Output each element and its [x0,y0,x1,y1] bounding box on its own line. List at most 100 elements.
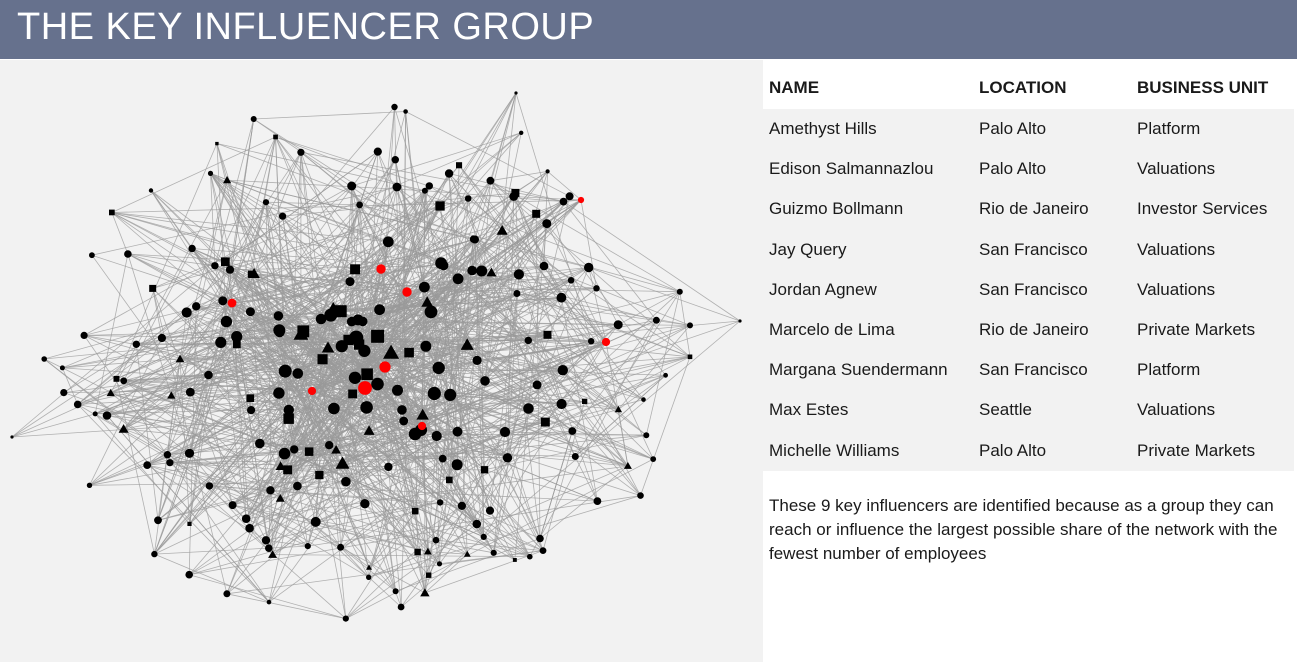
network-edge [220,342,418,553]
network-edge [154,485,298,555]
employee-node [392,588,399,595]
network-edge [351,185,427,347]
network-edge [484,469,598,502]
employee-node [205,482,214,490]
employee-node [356,201,363,209]
network-edge [179,302,233,360]
network-edge [396,186,562,405]
network-edge [364,387,619,410]
network-edge [640,356,691,496]
network-edge [89,425,423,486]
cell-business-unit: Private Markets [1131,309,1294,351]
employee-node [292,368,304,379]
network-edge [368,464,458,568]
employee-node [325,441,334,450]
network-edge [227,179,425,192]
network-edge [457,431,491,511]
network-edge [359,204,366,389]
network-edge [354,268,573,432]
employee-node [218,296,228,306]
network-edge [284,239,476,454]
network-edge [220,342,261,444]
column-header-name: NAME [763,67,973,109]
cell-location: San Francisco [973,229,1131,270]
network-edge [377,383,423,427]
network-edge [236,343,386,368]
network-edge [507,196,570,458]
employee-node [10,435,14,439]
employee-node [643,432,650,439]
network-edge [352,199,582,395]
network-edge [161,268,382,339]
network-edge [491,201,564,273]
employee-node [354,339,365,350]
employee-node [565,192,574,201]
employee-node [262,199,270,206]
network-edge [154,545,308,555]
network-edge [430,311,544,551]
network-edge [448,173,607,343]
network-edge [135,344,159,521]
network-graph [10,91,742,622]
cell-location: Rio de Janeiro [973,309,1131,351]
network-edge [111,199,582,213]
network-edge [439,205,485,537]
employee-node [532,209,541,218]
network-edge [490,92,517,181]
employee-node [421,296,434,307]
employee-node [404,347,414,358]
network-edge [384,291,680,368]
network-edge [123,302,233,430]
network-edge [442,341,607,459]
network-edge [272,554,530,558]
network-edge [424,286,619,410]
employee-node [641,397,646,402]
table-row: Jordan Agnew San Francisco Valuations [763,269,1294,310]
network-edge [354,204,360,270]
network-edge [167,454,530,558]
employee-node [527,553,533,560]
table-row: Michelle Williams Palo Alto Private Mark… [763,430,1294,471]
employee-node [331,445,341,454]
employee-node [456,162,463,169]
employee-node [452,426,463,437]
employee-node [427,386,441,401]
cell-location: Rio de Janeiro [973,189,1131,230]
network-edge [127,253,408,293]
cell-business-unit: Platform [1131,109,1294,150]
network-edge [448,173,576,457]
network-edge [345,523,478,619]
network-edge [449,173,564,202]
network-edge [481,270,592,342]
network-edge [484,341,607,382]
employee-node [513,290,521,297]
network-edge [116,378,423,427]
network-edge [605,341,629,467]
network-edge [11,337,163,438]
network-edge [62,367,366,389]
network-edge [539,430,573,539]
network-edge [91,254,191,393]
employee-node [279,212,287,220]
network-edge [11,418,289,438]
employee-node [254,438,265,449]
employee-node [223,176,232,184]
network-edge [210,173,410,353]
network-edge [116,268,382,380]
cell-name: Guizmo Bollmann [763,189,973,230]
table-row: Max Estes Seattle Valuations [763,390,1294,431]
network-edge [116,143,218,380]
employee-node [480,376,490,386]
employee-node [347,181,357,191]
network-edge [377,151,440,369]
employee-node [486,176,495,185]
network-edge [196,205,441,307]
network-edge [265,202,323,360]
employee-node [652,316,660,324]
employee-node [542,219,552,229]
network-edge [546,223,607,343]
employee-node [567,277,575,284]
network-edge [214,136,276,266]
network-edge [226,550,544,595]
employee-node [148,188,154,193]
